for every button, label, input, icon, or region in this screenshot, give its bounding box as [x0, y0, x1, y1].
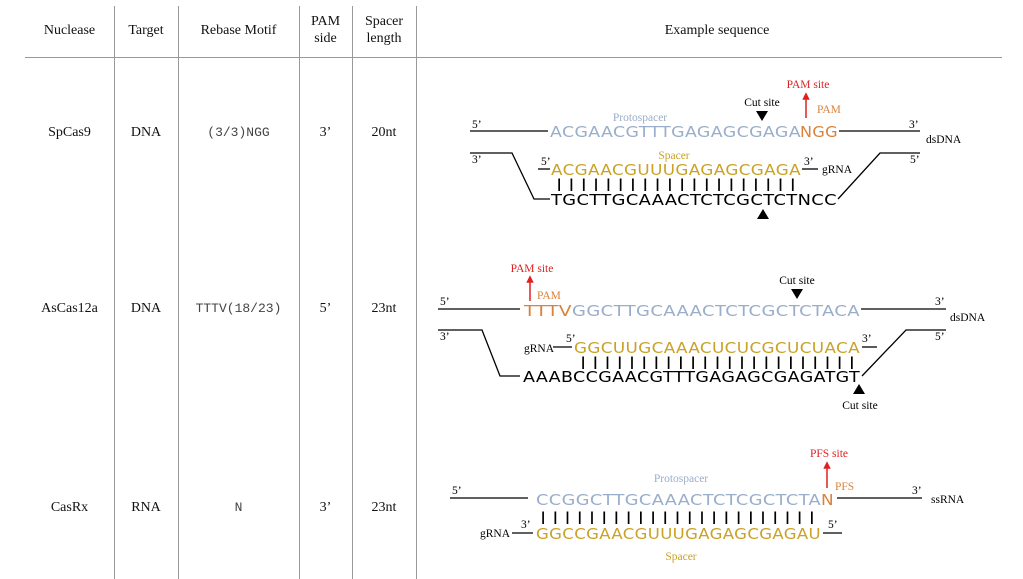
ascas12a-top-pam-seq: TTTV: [523, 302, 572, 320]
row-casrx-spacer-length: 23nt: [371, 500, 397, 515]
row-casrx-motif: N: [234, 500, 243, 515]
header-divider: [25, 57, 1002, 58]
casrx-spacer-label: Spacer: [665, 551, 696, 563]
row-spcas9-pam-side: 3’: [319, 125, 332, 140]
row-ascas12a-pam-side: 5’: [319, 301, 332, 316]
ascas12a-cut-site-bottom-marker: [853, 384, 865, 394]
spcas9-bottom-3prime: 3’: [472, 154, 482, 166]
row-ascas12a-motif: TTTV(18/23): [195, 301, 282, 316]
casrx-protospacer-label: Protospacer: [654, 473, 708, 485]
header-target: Target: [128, 23, 164, 38]
spcas9-diagram: 5’ 3’ Protospacer Cut site PAM site PAM …: [470, 79, 962, 219]
row-ascas12a-nuclease: AsCas12a: [41, 301, 98, 316]
row-ascas12a-spacer-length: 23nt: [371, 301, 397, 316]
ascas12a-pam-label: PAM: [537, 290, 561, 302]
casrx-ssrna-label: ssRNA: [931, 494, 965, 506]
ascas12a-top-protospacer: GGCTTGCAAACTCTCGCTCTACA: [572, 302, 860, 320]
spcas9-bottom-5prime: 5’: [910, 154, 920, 166]
spcas9-grna-seq: ACGAACGUUUGAGAGCGAGA: [551, 161, 801, 179]
spcas9-top-protospacer: ACGAACGTTTGAGAGCGAGA: [550, 123, 801, 141]
header-spacer-length-line2: length: [366, 31, 402, 46]
spcas9-top-3prime: 3’: [909, 119, 919, 131]
ascas12a-top-3prime: 3’: [935, 296, 945, 308]
ascas12a-diagram: PAM site PAM Cut site 5’ TTTV GGCTTGCAAA…: [438, 263, 986, 412]
ascas12a-cut-site-top-label: Cut site: [779, 275, 814, 287]
casrx-top-pfs-seq: N: [821, 491, 834, 509]
casrx-grna-label: gRNA: [480, 528, 511, 540]
ascas12a-bottom-strand: AAABCCGAACGTTTGAGAGCGAGATGT: [523, 368, 860, 386]
header-spacer-length-line1: Spacer: [364, 14, 404, 29]
row-spcas9-target: DNA: [130, 125, 162, 140]
column-divider: [352, 6, 353, 579]
spcas9-top-5prime: 5’: [472, 119, 482, 131]
column-divider: [178, 6, 179, 579]
casrx-diagram: PFS site PFS Protospacer 5’ CCGGCTTGCAAA…: [450, 448, 965, 563]
spcas9-top-pam-seq: NGG: [800, 123, 838, 141]
header-spacer-length: Spacer length: [352, 13, 416, 47]
spcas9-dsdna-label: dsDNA: [926, 134, 962, 146]
ascas12a-grna-seq: GGCUUGCAAACUCUCGCUCUACA: [574, 339, 860, 357]
header-pam-side-line1: PAM: [310, 14, 341, 29]
row-casrx-nuclease: CasRx: [50, 500, 89, 515]
casrx-grna-seq: GGCCGAACGUUUGAGAGCGAGAU: [536, 525, 821, 543]
ascas12a-grna-5prime: 5’: [566, 333, 576, 345]
casrx-top-protospacer: CCGGCTTGCAAACTCTCGCTCTA: [536, 491, 821, 509]
header-pam-side-line2: side: [314, 31, 337, 46]
ascas12a-grna-3prime: 3’: [862, 333, 872, 345]
spcas9-cut-site-label: Cut site: [744, 97, 779, 109]
ascas12a-cut-site-bottom-label: Cut site: [842, 400, 877, 412]
column-divider: [299, 6, 300, 579]
ascas12a-bottom-5prime: 5’: [935, 331, 945, 343]
row-ascas12a-target: DNA: [130, 301, 162, 316]
casrx-pfs-site-label: PFS site: [810, 448, 848, 460]
column-divider: [416, 6, 417, 579]
spcas9-grna-5prime: 5’: [541, 156, 551, 168]
ascas12a-pairing-bars: |||||||||||||||||||||||: [577, 355, 858, 369]
spcas9-grna-3prime: 3’: [804, 156, 814, 168]
row-casrx-target: RNA: [131, 500, 161, 515]
casrx-grna-3prime: 3’: [521, 519, 531, 531]
header-example-sequence: Example sequence: [664, 23, 770, 38]
ascas12a-top-5prime: 5’: [440, 296, 450, 308]
casrx-top-5prime: 5’: [452, 485, 462, 497]
casrx-top-3prime: 3’: [912, 485, 922, 497]
row-casrx-pam-side: 3’: [319, 500, 332, 515]
ascas12a-bottom-3prime: 3’: [440, 331, 450, 343]
spcas9-grna-label: gRNA: [822, 164, 853, 176]
spcas9-pam-site-label: PAM site: [787, 79, 830, 91]
header-nuclease: Nuclease: [43, 23, 96, 38]
casrx-pairing-bars: |||||||||||||||||||||||: [537, 510, 818, 524]
spcas9-protospacer-label: Protospacer: [613, 112, 667, 124]
row-spcas9-motif: (3/3)NGG: [207, 125, 270, 140]
spcas9-cut-site-bottom-marker: [757, 209, 769, 219]
casrx-pfs-label: PFS: [835, 481, 854, 493]
row-spcas9-spacer-length: 20nt: [371, 125, 397, 140]
header-pam-side: PAM side: [299, 13, 352, 47]
ascas12a-cut-site-top-marker: [791, 289, 803, 299]
ascas12a-grna-label: gRNA: [524, 343, 555, 355]
column-divider: [114, 6, 115, 579]
spcas9-pam-label: PAM: [817, 104, 841, 116]
ascas12a-pam-site-label: PAM site: [511, 263, 554, 275]
ascas12a-dsdna-label: dsDNA: [950, 312, 986, 324]
row-spcas9-nuclease: SpCas9: [48, 125, 91, 140]
spcas9-pairing-bars: ||||||||||||||||||||: [553, 177, 799, 191]
spcas9-cut-site-top-marker: [756, 111, 768, 121]
spcas9-bottom-strand: TGCTTGCAAACTCTCGCTCTNCC: [550, 191, 837, 209]
header-rebase-motif: Rebase Motif: [200, 23, 277, 38]
spcas9-spacer-label: Spacer: [658, 150, 689, 162]
casrx-grna-5prime: 5’: [828, 519, 838, 531]
